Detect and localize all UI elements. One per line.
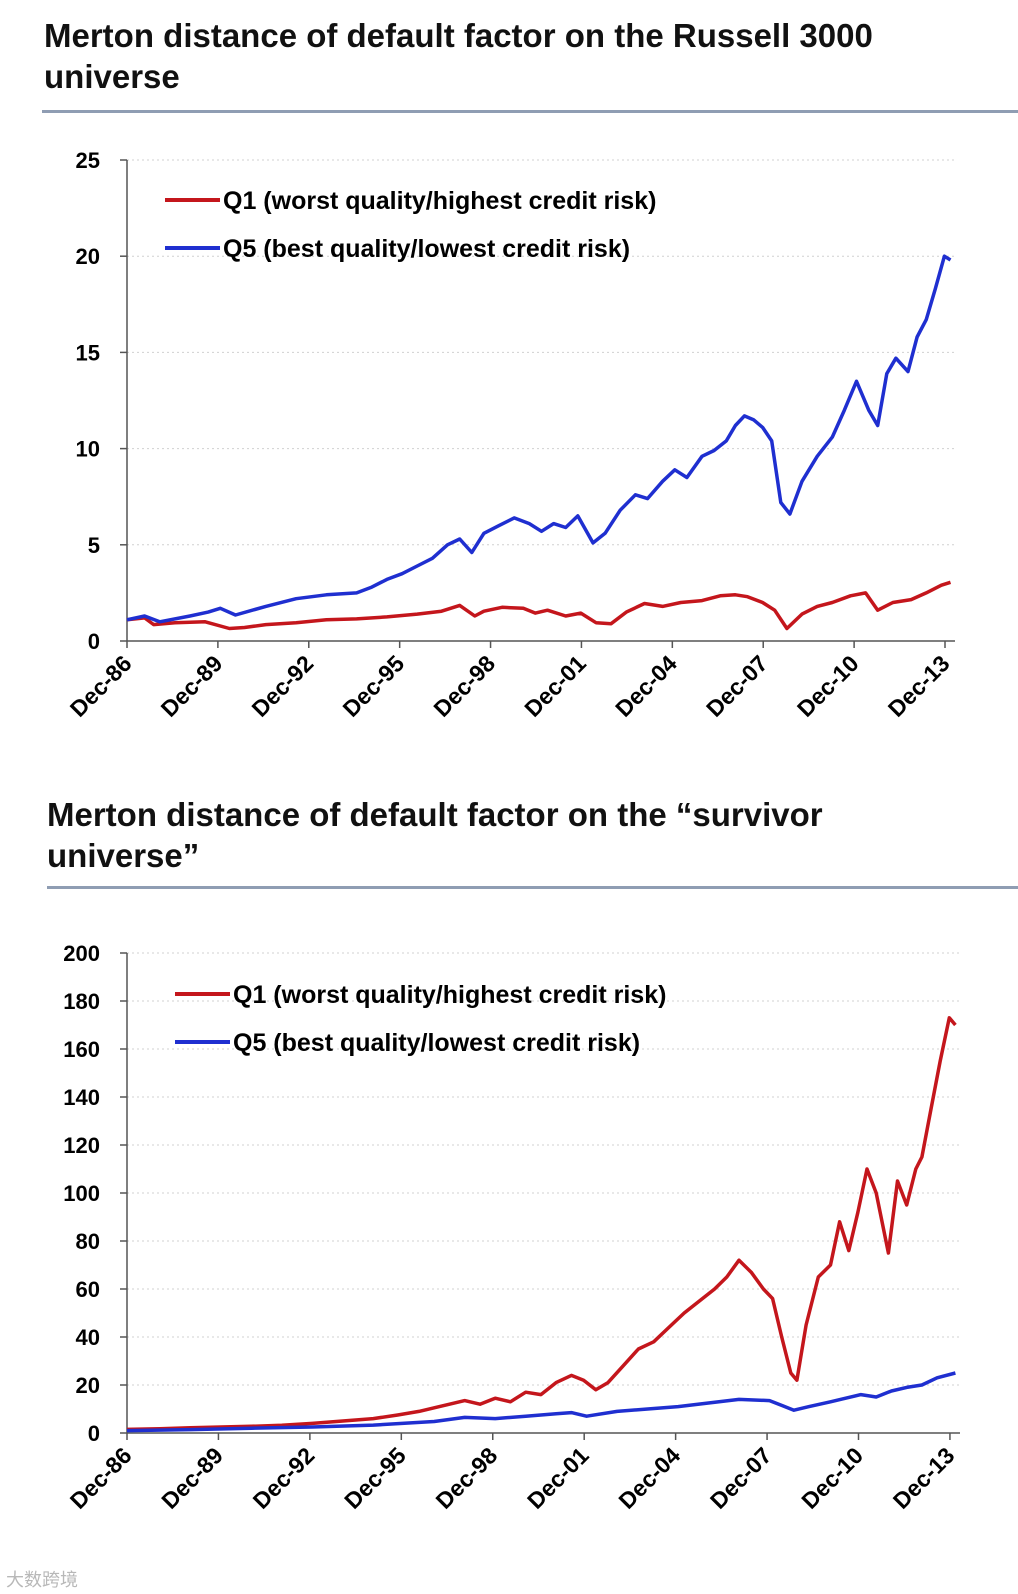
chart-1: 0 5 10 15 20 25 Dec-86 Dec-89 Dec-92 Dec-95 Dec-98… [65, 148, 955, 722]
x-tick-label: Dec-98 [428, 650, 500, 722]
series-line-q5 [126, 254, 952, 624]
x-tick-label: Dec-95 [337, 650, 409, 722]
x-tick-label: Dec-13 [888, 1442, 960, 1514]
x-tick-label: Dec-86 [65, 650, 137, 722]
y-tick-label: 160 [63, 1037, 100, 1062]
y-tick-label: 60 [76, 1277, 100, 1302]
y-tick-label: 15 [76, 340, 100, 365]
y-tick-label: 120 [63, 1133, 100, 1158]
y-tick-label: 25 [76, 148, 100, 173]
legend-label: Q1 (worst quality/highest credit risk) [233, 981, 666, 1009]
x-tick-label: Dec-04 [610, 650, 682, 722]
x-tick-label: Dec-04 [613, 1442, 685, 1514]
series-line-q1 [126, 580, 952, 631]
title-rule [47, 886, 1018, 889]
y-tick-label: 0 [88, 1421, 100, 1446]
y-tick-label: 200 [63, 941, 100, 966]
x-tick-label: Dec-92 [248, 1442, 320, 1514]
x-tick-label: Dec-10 [796, 1442, 868, 1514]
y-tick-label: 80 [76, 1229, 100, 1254]
x-tick-label: Dec-13 [883, 650, 955, 722]
legend-label: Q5 (best quality/lowest credit risk) [233, 1029, 640, 1057]
y-tick-label: 20 [76, 244, 100, 269]
x-tick-label: Dec-86 [65, 1442, 137, 1514]
y-tick-label: 140 [63, 1085, 100, 1110]
x-tick-label: Dec-92 [247, 650, 319, 722]
y-tick-label: 20 [76, 1373, 100, 1398]
x-tick-label: Dec-10 [792, 650, 864, 722]
x-tick-label: Dec-89 [156, 1442, 228, 1514]
y-tick-label: 100 [63, 1181, 100, 1206]
legend-label: Q5 (best quality/lowest credit risk) [223, 235, 630, 263]
chart-1-title: Merton distance of default factor on the… [44, 17, 873, 95]
x-tick-label: Dec-89 [156, 650, 228, 722]
y-tick-label: 180 [63, 989, 100, 1014]
series-line-q5 [126, 1371, 956, 1433]
legend-label: Q1 (worst quality/highest credit risk) [223, 187, 656, 215]
x-tick-label: Dec-07 [701, 650, 773, 722]
x-tick-label: Dec-98 [431, 1442, 503, 1514]
y-tick-label: 40 [76, 1325, 100, 1350]
y-tick-label: 0 [88, 629, 100, 654]
x-tick-label: Dec-01 [519, 650, 591, 722]
title-rule [42, 110, 1018, 113]
series-line-q1 [126, 1016, 957, 1432]
x-tick-label: Dec-01 [522, 1442, 594, 1514]
x-tick-label: Dec-07 [705, 1442, 777, 1514]
x-tick-label: Dec-95 [339, 1442, 411, 1514]
watermark: 大数跨境 [6, 1570, 78, 1591]
chart-2-title: Merton distance of default factor on the… [47, 796, 823, 874]
y-tick-label: 5 [88, 533, 100, 558]
y-tick-label: 10 [76, 437, 100, 462]
chart-2: 0 20 40 60 80 100 120 140 160 180 200 Dec-86 Dec-89 D… [63, 941, 960, 1514]
